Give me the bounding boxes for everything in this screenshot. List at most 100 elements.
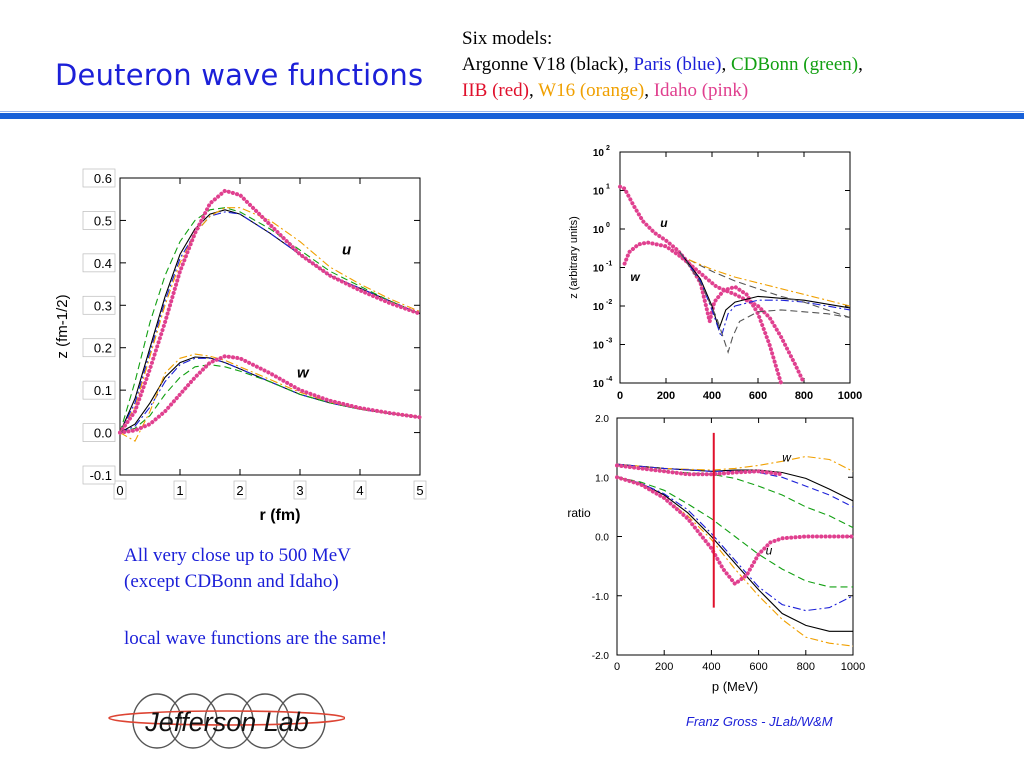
y-tick-label: 0.2: [94, 341, 112, 356]
x-tick-label-box: [413, 480, 427, 500]
y-tick-label: 0.1: [94, 383, 112, 398]
y-tick-label: 0.0: [595, 533, 609, 544]
y-tick-label-box: [82, 295, 116, 315]
x-tick-label: 0: [614, 661, 620, 673]
model-argonne: Argonne V18 (black): [462, 54, 624, 75]
momentum-series-u-4: [679, 251, 851, 355]
y-tick-exponent: 2: [606, 145, 610, 152]
annotation-u: u: [660, 216, 668, 230]
plot-frame: [619, 151, 851, 384]
x-tick-label: 800: [797, 661, 815, 673]
y-tick-label-box: [82, 253, 116, 273]
x-tick-label: 200: [655, 661, 673, 673]
x-tick-label: 1000: [838, 390, 862, 402]
y-axis-label: z (fm-1/2): [54, 294, 71, 358]
model-iib: IIB (red): [462, 80, 529, 101]
momentum-series-u-0: [618, 184, 783, 385]
annotation-u: u: [766, 543, 773, 557]
x-tick-label: 1000: [841, 661, 865, 673]
momentum-series-w-5: [688, 259, 851, 319]
x-tick-label-box: [173, 480, 187, 500]
x-tick-label-box: [233, 480, 247, 500]
r-space-chart: 0 1 2 3 4 5 -0.1 0.0 0.1 0.2 0.3 0.4 0.5 0.6 r (fm) z (…: [54, 168, 427, 524]
y-tick-label-box: [82, 168, 116, 188]
y-tick-label: 10: [593, 379, 605, 390]
note-line-3: local wave functions are the same!: [124, 628, 388, 649]
r-space-series-w-9: [118, 354, 422, 435]
y-tick-label: -2.0: [592, 651, 610, 662]
header-rule-thin: [0, 111, 1024, 112]
y-tick-label: 10: [593, 302, 605, 313]
x-axis-label: p (MeV): [712, 679, 758, 694]
annotation-w: w: [782, 450, 792, 464]
y-tick-exponent: 0: [606, 222, 610, 229]
ratio-chart: 0 200 400 600 800 1000 -2.0 -1.0 0.0 1.0 2.0 ratio p…: [567, 414, 865, 694]
ratio-series-u-7: [616, 476, 853, 588]
footer-author: Franz Gross: [686, 714, 758, 729]
y-tick-label: 10: [593, 264, 605, 275]
y-tick-exponent: -4: [606, 376, 612, 383]
ratio-series-u-9: [615, 475, 855, 587]
model-paris: Paris (blue): [633, 54, 722, 75]
y-tick-exponent: 1: [606, 184, 610, 191]
y-tick-label: 0.6: [94, 171, 112, 186]
models-legend: Six models: Argonne V18 (black), Paris (…: [462, 28, 863, 101]
x-tick-label-box: [293, 480, 307, 500]
ratio-series-u-6: [616, 476, 854, 612]
x-tick-label: 400: [702, 661, 720, 673]
x-tick-label: 600: [749, 661, 767, 673]
annotation-w: w: [630, 270, 640, 284]
y-tick-label: 10: [593, 341, 605, 352]
note-line-2: (except CDBonn and Idaho): [124, 571, 339, 592]
models-heading: Six models:: [462, 28, 553, 49]
slide-title: Deuteron wave functions: [55, 58, 424, 92]
logo-text: Jefferson Lab: [144, 707, 309, 737]
r-space-series-u-4: [118, 188, 422, 435]
y-axis-label: ratio: [567, 506, 591, 520]
x-tick-label: 2: [236, 483, 243, 498]
y-tick-label: 0.3: [94, 298, 112, 313]
y-tick-label: 1.0: [595, 473, 609, 484]
model-cdbonn: CDBonn (green): [730, 54, 859, 75]
ratio-series-u-5: [616, 476, 853, 632]
model-idaho: Idaho (pink): [653, 80, 749, 101]
y-tick-label-box: [82, 423, 116, 442]
y-axis-label: z (arbitrary units): [568, 216, 580, 299]
y-tick-label: 2.0: [595, 414, 609, 425]
x-tick-label: 0: [116, 483, 123, 498]
annotation-w: w: [297, 364, 310, 381]
momentum-series-w-6: [688, 259, 851, 307]
ratio-series-u-8: [616, 476, 854, 647]
x-tick-label: 400: [703, 390, 721, 402]
footer: Franz Gross - JLab/W&M: [686, 714, 833, 729]
x-tick-label: 1: [176, 483, 183, 498]
y-tick-label-box: [82, 338, 116, 358]
jefferson-lab-logo: Jefferson Lab: [108, 693, 345, 749]
y-tick-label: 0.4: [94, 256, 112, 271]
x-axis-label: r (fm): [260, 507, 301, 524]
note-line-1: All very close up to 500 MeV: [124, 545, 351, 566]
x-tick-label: 4: [356, 483, 363, 498]
x-tick-label-box: [353, 480, 367, 500]
y-tick-exponent: -3: [606, 338, 612, 345]
header-rule: [0, 113, 1024, 119]
x-tick-label-box: [113, 480, 127, 500]
ratio-series-w-4: [615, 463, 785, 477]
momentum-series-u-2: [679, 251, 851, 331]
y-tick-label-box: [82, 380, 116, 400]
footer-affiliation: - JLab/W&M: [757, 714, 833, 729]
y-tick-label: 10: [593, 187, 605, 198]
y-tick-label: 0.0: [94, 426, 112, 441]
r-space-series-u-3: [119, 207, 421, 433]
x-tick-label: 3: [296, 483, 303, 498]
x-tick-label: 5: [416, 483, 423, 498]
y-tick-label: 0.5: [94, 213, 112, 228]
y-tick-label: -0.1: [90, 468, 112, 483]
ratio-series-w-3: [616, 464, 854, 529]
x-tick-label: 0: [617, 390, 623, 402]
model-w16: W16 (orange): [538, 80, 645, 101]
x-tick-label: 200: [657, 390, 675, 402]
y-tick-label: 10: [593, 225, 605, 236]
x-tick-label: 600: [749, 390, 767, 402]
